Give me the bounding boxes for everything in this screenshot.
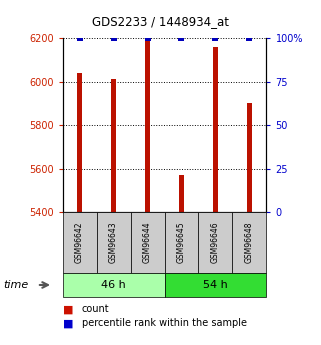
Text: GSM96643: GSM96643	[109, 221, 118, 263]
Text: time: time	[3, 280, 29, 290]
Text: GSM96645: GSM96645	[177, 221, 186, 263]
Text: percentile rank within the sample: percentile rank within the sample	[82, 318, 247, 328]
Bar	[179, 175, 184, 212]
Text: ■: ■	[63, 305, 73, 314]
Text: ■: ■	[63, 318, 73, 328]
Bar	[213, 47, 218, 212]
Text: count: count	[82, 305, 109, 314]
Bar	[77, 73, 82, 212]
Bar	[247, 103, 252, 212]
Text: GSM96642: GSM96642	[75, 221, 84, 263]
Text: GDS2233 / 1448934_at: GDS2233 / 1448934_at	[92, 16, 229, 29]
Text: 54 h: 54 h	[203, 280, 228, 290]
Text: GSM96646: GSM96646	[211, 221, 220, 263]
Bar	[111, 79, 116, 212]
Text: 46 h: 46 h	[101, 280, 126, 290]
Text: GSM96648: GSM96648	[245, 221, 254, 263]
Text: GSM96644: GSM96644	[143, 221, 152, 263]
Bar	[145, 38, 150, 212]
